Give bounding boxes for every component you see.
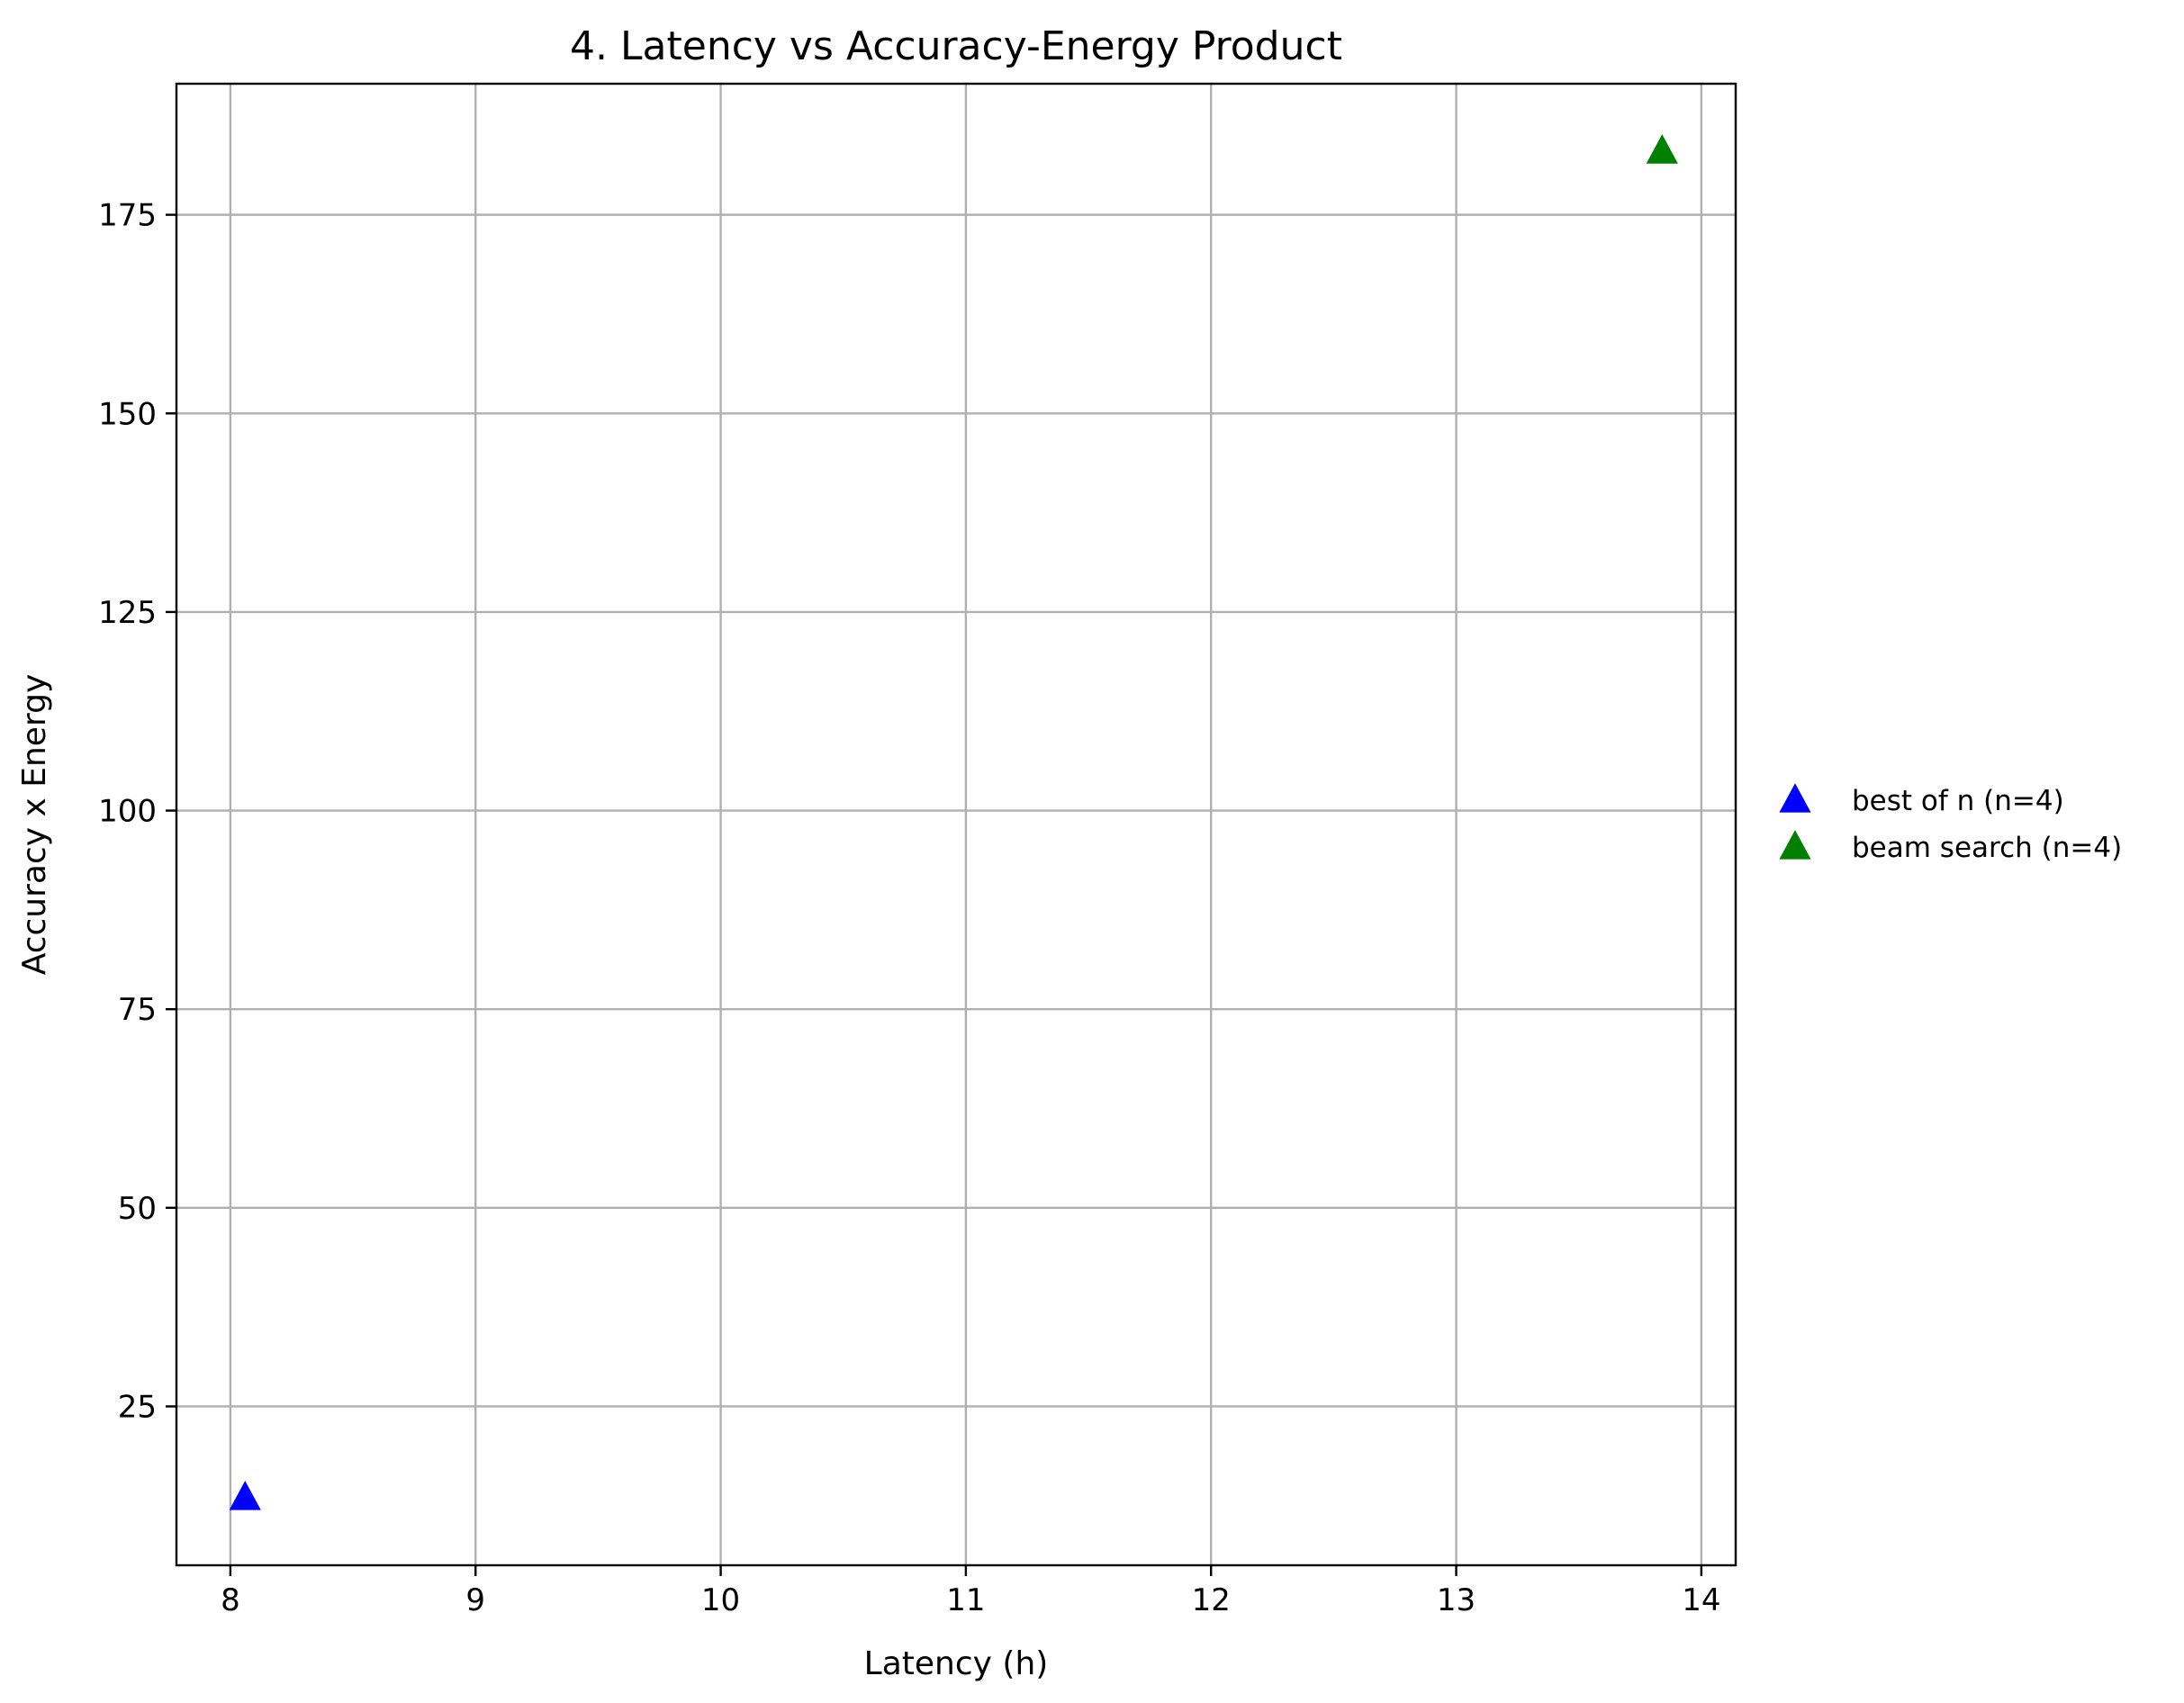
plot-frame [175,82,1737,1567]
legend-marker [1779,783,1811,813]
y-tick-label: 25 [118,1389,157,1425]
data-markers [229,134,1678,1510]
y-tick-label: 75 [118,992,157,1028]
legend-label: beam search (n=4) [1852,832,2122,864]
grid [176,84,1736,1565]
x-tick-label: 10 [701,1582,740,1618]
data-point [229,1481,261,1510]
y-tick-label: 150 [98,396,157,432]
data-point [1646,134,1678,164]
x-tick-label: 14 [1682,1582,1720,1618]
chart-title: 4. Latency vs Accuracy-Energy Product [570,23,1342,69]
x-tick-label: 12 [1192,1582,1231,1618]
y-tick-label: 100 [98,794,157,830]
y-tick-label: 50 [118,1191,157,1227]
x-axis-label: Latency (h) [864,1645,1049,1682]
legend: best of n (n=4) beam search (n=4) [1779,783,2122,864]
x-tick-label: 11 [946,1582,985,1618]
axis-ticks: 8 9 10 11 12 13 14 25 50 75 100 125 150 175 [98,198,1720,1618]
y-tick-label: 175 [98,198,157,234]
y-axis-label: Accuracy x Energy [16,674,53,976]
y-tick-label: 125 [98,595,157,631]
legend-marker [1779,830,1811,860]
x-tick-label: 9 [465,1582,485,1618]
x-tick-label: 8 [221,1582,240,1618]
legend-label: best of n (n=4) [1852,785,2064,817]
x-tick-label: 13 [1437,1582,1476,1618]
